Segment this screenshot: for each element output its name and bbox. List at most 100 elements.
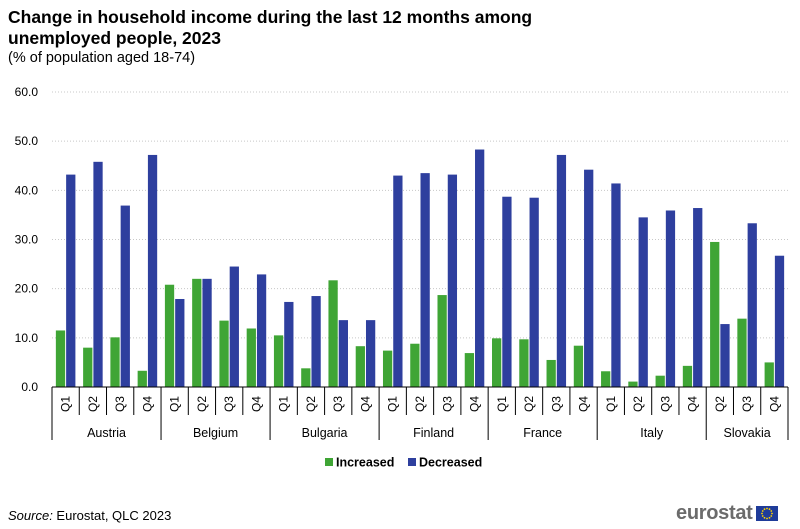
bar-decreased: [502, 196, 512, 387]
bar-increased: [410, 343, 420, 387]
bar-decreased: [311, 296, 321, 387]
bars: [55, 149, 785, 387]
bar-decreased: [529, 197, 539, 387]
bar-increased: [764, 362, 774, 387]
x-tick-label: Q4: [686, 396, 700, 412]
bar-decreased: [665, 210, 676, 387]
bar-decreased: [638, 217, 648, 387]
x-tick-label: Q2: [304, 396, 318, 412]
x-tick-label: Q3: [331, 396, 345, 412]
y-tick-label: 20.0: [15, 282, 39, 296]
y-tick-label: 50.0: [15, 134, 39, 148]
x-tick-label: Q4: [140, 396, 154, 412]
bar-increased: [273, 335, 284, 387]
bar-increased: [710, 241, 720, 387]
x-tick-label: Q4: [249, 396, 263, 412]
y-tick-label: 10.0: [15, 331, 39, 345]
x-tick-label: Q1: [168, 396, 182, 412]
chart-title: Change in household income during the la…: [8, 7, 533, 48]
bar-decreased: [338, 320, 348, 387]
y-tick-label: 0.0: [21, 380, 38, 394]
bar-decreased: [229, 266, 239, 387]
x-tick-label: Q2: [713, 396, 727, 412]
bar-decreased: [365, 320, 376, 387]
x-tick-label: Q3: [740, 396, 754, 412]
group-label: Slovakia: [723, 426, 770, 440]
bar-decreased: [256, 274, 267, 387]
x-tick-label: Q3: [658, 396, 672, 412]
legend-swatch: [408, 458, 416, 466]
bar-decreased: [611, 183, 621, 387]
source-text: Eurostat, QLC 2023: [52, 508, 172, 523]
group-label: France: [523, 426, 562, 440]
eurostat-logo[interactable]: eurostat: [676, 502, 778, 525]
bar-increased: [246, 328, 256, 387]
bar-increased: [219, 320, 229, 387]
group-label: Austria: [87, 426, 126, 440]
bar-decreased: [120, 205, 130, 387]
x-tick-label: Q1: [604, 396, 618, 412]
bar-increased: [355, 346, 365, 387]
source-note: Source: Eurostat, QLC 2023: [8, 508, 171, 523]
bar-increased: [110, 337, 120, 387]
bar-decreased: [475, 149, 485, 387]
bar-chart: 0.0 10.0 20.0 30.0 40.0 50.0 60.0 Q1 Q2 Q3 Q4 Q1 Q2…: [15, 85, 789, 470]
bar-decreased: [420, 173, 430, 387]
bar-decreased: [147, 154, 158, 387]
bar-increased: [55, 330, 66, 387]
bar-decreased: [747, 223, 757, 387]
legend: Increased Decreased: [325, 456, 482, 470]
x-tick-label: Q3: [222, 396, 236, 412]
group-label: Bulgaria: [302, 426, 348, 440]
bar-decreased: [720, 324, 730, 387]
x-tick-label: Q1: [277, 396, 291, 412]
eu-flag-icon: [755, 506, 778, 521]
x-tick-label: Q3: [549, 396, 563, 412]
x-tick-label: Q2: [195, 396, 209, 412]
bar-increased: [192, 278, 202, 387]
legend-swatch: [325, 458, 333, 466]
bar-decreased: [175, 298, 185, 387]
bar-increased: [601, 371, 611, 387]
y-tick-label: 60.0: [15, 85, 39, 99]
bar-decreased: [284, 301, 294, 387]
group-label: Finland: [413, 426, 454, 440]
bar-decreased: [774, 255, 785, 387]
x-tick-label: Q3: [113, 396, 127, 412]
y-tick-label: 30.0: [15, 233, 39, 247]
bar-decreased: [93, 161, 103, 387]
x-axis: Q1 Q2 Q3 Q4 Q1 Q2 Q3 Q4 Q1 Q2 Q3 Q4 Q1 Q2 Q3 Q4 Q1 Q2 Q3 Q4…: [51, 386, 789, 440]
legend-label: Increased: [336, 456, 394, 470]
bar-increased: [301, 368, 311, 387]
source-label: Source:: [8, 508, 53, 523]
bar-increased: [573, 345, 584, 387]
bar-increased: [328, 280, 338, 387]
bar-decreased: [556, 154, 567, 387]
x-tick-label: Q3: [440, 396, 454, 412]
bar-decreased: [584, 169, 594, 387]
bar-increased: [546, 359, 556, 387]
x-tick-label: Q2: [413, 396, 427, 412]
bar-increased: [682, 365, 693, 387]
chart-subtitle: (% of population aged 18-74): [8, 50, 196, 66]
bar-increased: [164, 284, 175, 387]
bar-decreased: [693, 208, 703, 387]
bar-increased: [737, 318, 747, 387]
bar-increased: [464, 353, 475, 387]
x-tick-label: Q1: [386, 396, 400, 412]
bar-decreased: [447, 174, 458, 387]
bar-decreased: [66, 174, 76, 387]
bar-increased: [492, 338, 502, 387]
group-label: Belgium: [193, 426, 238, 440]
x-tick-label: Q4: [358, 396, 372, 412]
y-tick-label: 40.0: [15, 183, 39, 197]
gridlines: [52, 91, 788, 339]
bar-increased: [83, 347, 93, 387]
group-label: Italy: [640, 426, 664, 440]
eurostat-logo-text: eurostat: [676, 502, 753, 524]
bar-increased: [655, 375, 665, 387]
x-tick-label: Q4: [767, 396, 781, 412]
x-tick-label: Q1: [495, 396, 509, 412]
legend-label: Decreased: [419, 456, 482, 470]
bar-increased: [628, 381, 638, 387]
